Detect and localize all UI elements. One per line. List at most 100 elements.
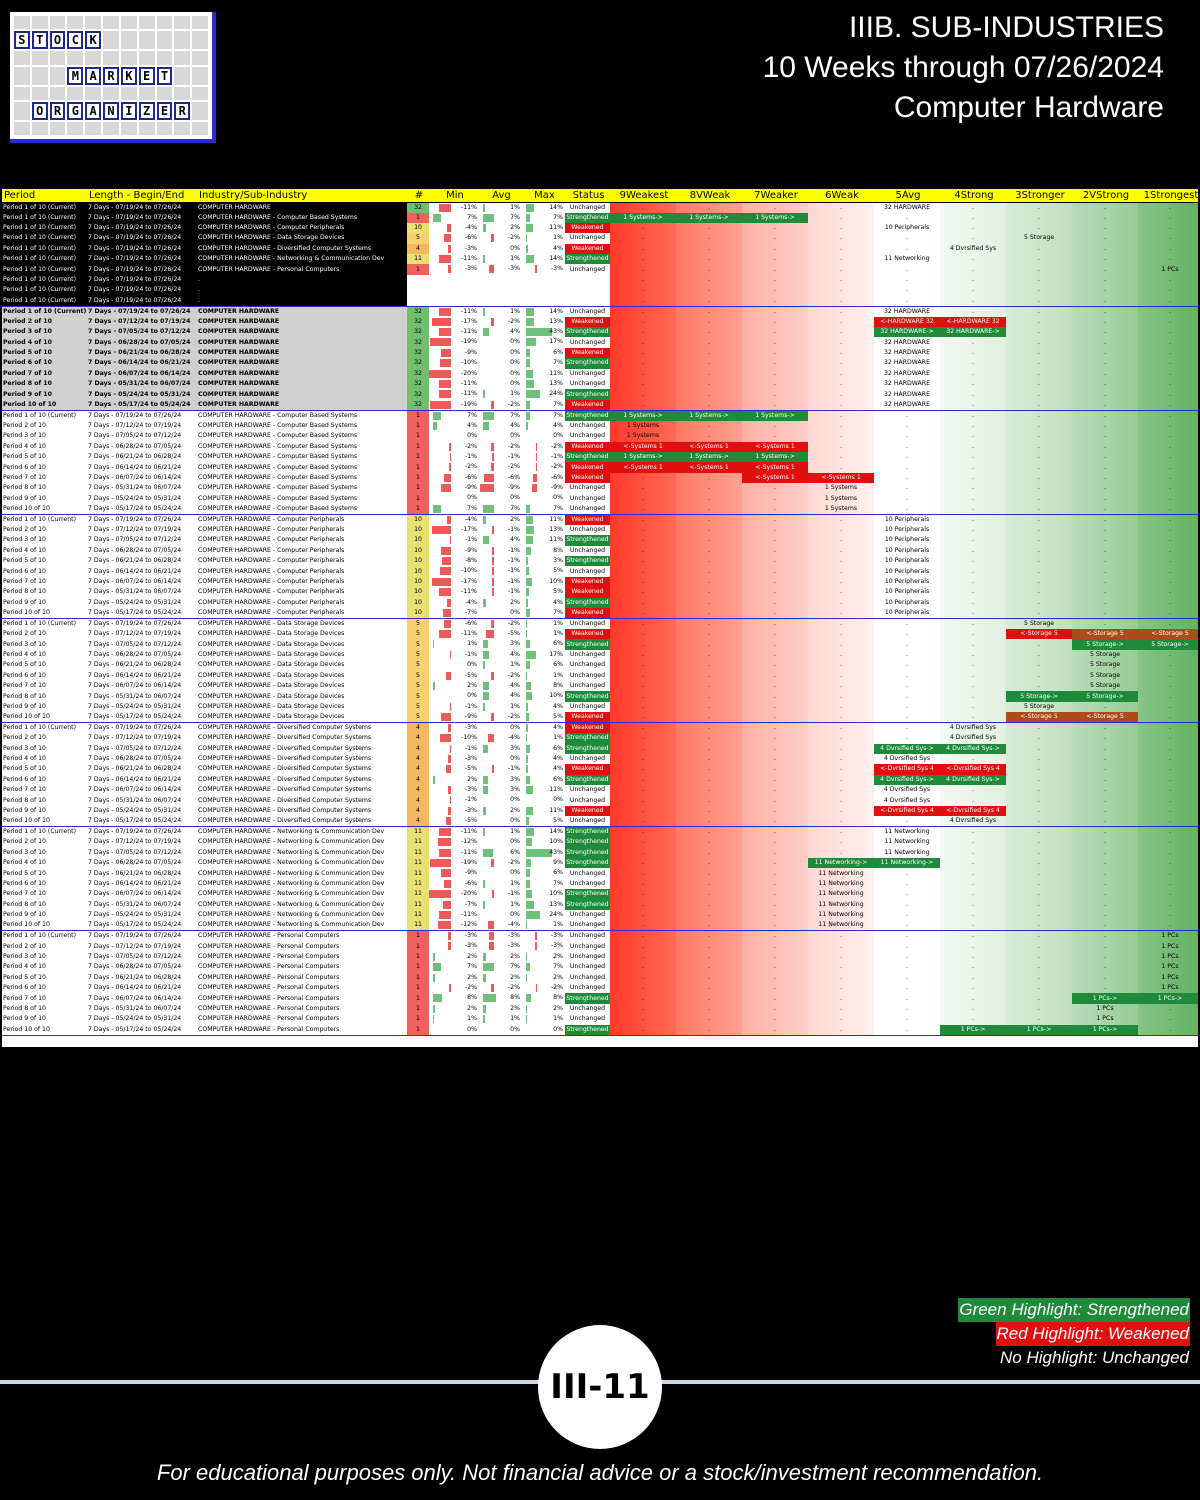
rank-cell-6: 11 Networking [808, 878, 874, 890]
rank-cell-2: . [1072, 982, 1138, 994]
period-cell: Period 2 of 10 [3, 734, 46, 742]
status-cell: Strengthened [565, 597, 610, 608]
max-value: 7% [553, 400, 563, 408]
avg-cell: 0% [479, 608, 522, 619]
rank-cell-6: 11 Networking [808, 909, 874, 921]
rank-cell-9: . [610, 576, 676, 588]
logo-cell [49, 16, 66, 30]
rank-cell-6: . [808, 545, 874, 557]
status-cell: Unchanged [569, 380, 606, 388]
min-value: -6% [464, 234, 477, 242]
min-bar [440, 359, 451, 368]
rank-cell-6: . [808, 962, 874, 973]
count-cell: 10 [407, 566, 429, 577]
avg-cell: 2% [479, 973, 522, 983]
period-cell: Period 10 of 10 [2, 608, 87, 619]
rank-cell-1: . [1138, 399, 1198, 411]
dates-cell: 7 Days - 06/28/24 to 07/05/24 [88, 859, 182, 867]
min-bar [430, 338, 451, 347]
min-cell: -20% [429, 369, 479, 379]
status-cell: Unchanged [569, 421, 606, 429]
table-row: Period 10 of 10 7 Days - 05/17/24 to 05/2… [2, 712, 1198, 724]
min-value: -1% [464, 796, 477, 804]
max-value: 14% [549, 203, 563, 211]
rank-cell-2: 1 PCs-> [1072, 993, 1138, 1004]
avg-value: 4% [510, 692, 520, 700]
rank-cell-4: . [940, 524, 1006, 536]
max-bar [526, 817, 529, 826]
rank-cell-5: 32 HARDWARE [874, 368, 940, 379]
rank-cell-1: . [1138, 295, 1198, 307]
avg-cell: 0% [479, 431, 522, 441]
status-cell: Strengthened [565, 691, 610, 702]
rank-cell-6: . [808, 566, 874, 577]
rank-cell-5: 10 Peripherals [874, 222, 940, 234]
period-cell: Period 10 of 10 [2, 920, 87, 932]
rank-cell-2: . [1072, 701, 1138, 713]
rank-cell-8: . [676, 847, 742, 859]
max-bar [526, 411, 531, 420]
rank-cell-7: . [742, 274, 808, 286]
rank-cell-8: . [676, 347, 742, 359]
status-cell: Unchanged [569, 546, 606, 554]
count-cell: 11 [407, 868, 429, 879]
min-cell: 7% [429, 503, 479, 515]
rank-cell-4: . [940, 514, 1006, 525]
rank-cell-4: . [940, 618, 1006, 629]
max-value: 2% [553, 952, 563, 960]
rank-cell-7: . [742, 909, 808, 921]
legend-green: Green Highlight: Strengthened [958, 1298, 1190, 1322]
max-bar [526, 213, 531, 222]
rank-cell-8: . [676, 649, 742, 661]
rank-cell-7: . [742, 566, 808, 577]
dates-cell: 7 Days - 05/17/24 to 05/24/24 [87, 608, 197, 619]
min-value: 2% [467, 681, 477, 689]
period-cell: Period 1 of 10 (Current) [3, 620, 77, 627]
rank-cell-1: . [1138, 483, 1198, 494]
rank-cell-1: 1 PCs [1138, 982, 1198, 994]
table-row: Period 4 of 10 7 Days - 06/28/24 to 07/05… [2, 545, 1198, 557]
avg-cell: 8% [479, 993, 522, 1003]
status-cell: Unchanged [569, 1004, 606, 1012]
rank-cell-7: . [742, 629, 808, 640]
min-value: -17% [461, 317, 477, 325]
rank-cell-6: . [808, 378, 874, 390]
rank-cell-9: . [610, 753, 676, 765]
rank-cell-3: . [1006, 576, 1072, 588]
min-value: -19% [461, 400, 477, 408]
min-cell: -20% [429, 889, 479, 899]
min-bar [438, 630, 451, 638]
rank-cell-7: . [742, 951, 808, 963]
min-cell: 2% [429, 681, 479, 691]
table-row: Period 6 of 10 7 Days - 06/14/24 to 06/21… [2, 566, 1198, 577]
industry-cell: COMPUTER HARDWARE - Data Storage Devices [198, 620, 345, 627]
rank-cell-6: . [808, 274, 874, 286]
rank-cell-5: . [874, 264, 940, 275]
logo-cell [156, 16, 173, 30]
rank-cell-1: 1 PCs-> [1138, 993, 1198, 1004]
rank-cell-8: . [676, 680, 742, 692]
rank-cell-7: . [742, 358, 808, 369]
industry-cell: COMPUTER HARDWARE - Data Storage Devices [197, 233, 407, 244]
avg-bar [483, 848, 493, 857]
dates-cell: 7 Days - 07/12/24 to 07/19/24 [88, 838, 182, 846]
avg-cell: 0% [479, 337, 522, 347]
period-cell: Period 1 of 10 (Current) [2, 295, 87, 307]
industry-cell: COMPUTER HARDWARE - Personal Computers [198, 1004, 340, 1012]
rank-cell-7: . [742, 608, 808, 619]
min-value: 0% [467, 661, 477, 669]
rank-cell-6: . [808, 399, 874, 411]
rank-cell-8: . [676, 774, 742, 786]
count-cell: 4 [407, 805, 429, 817]
rank-cell-5: 32 HARDWARE [874, 202, 940, 213]
count-cell: 1 [407, 993, 429, 1004]
rank-cell-6: . [808, 576, 874, 588]
rank-cell-4: . [940, 347, 1006, 359]
industry-cell: COMPUTER HARDWARE - Computer Peripherals [197, 222, 407, 234]
rank-cell-3: . [1006, 587, 1072, 598]
min-bar [447, 942, 451, 951]
min-cell: 1% [429, 1014, 479, 1024]
avg-bar [483, 879, 485, 888]
rank-cell-2: . [1072, 930, 1138, 942]
max-cell: 13% [522, 379, 565, 389]
